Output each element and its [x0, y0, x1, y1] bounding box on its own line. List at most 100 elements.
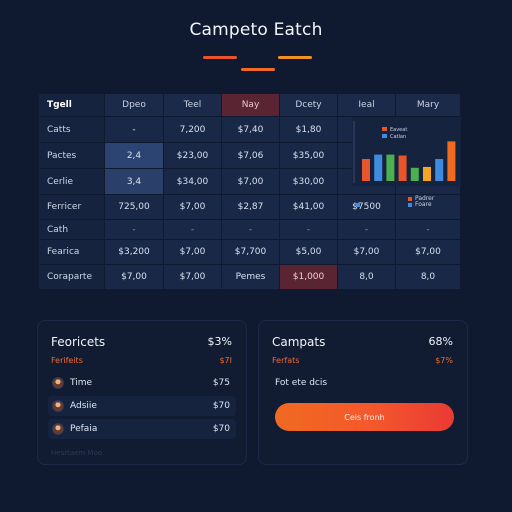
- legend-swatch: [356, 203, 360, 207]
- table-cell[interactable]: $7,40: [222, 117, 280, 143]
- forecast-sub-label: Ferifeits: [51, 356, 83, 365]
- table-cell[interactable]: $34,00: [164, 169, 222, 195]
- chart-bar: [398, 155, 407, 181]
- forecast-panel: Feoricets $3% Ferifeits $7I Time $75 Ads…: [37, 320, 247, 465]
- list-item[interactable]: Time $75: [48, 373, 236, 393]
- table-cell[interactable]: -: [280, 220, 338, 240]
- legend-label: Eaveat: [390, 127, 407, 133]
- table-cell[interactable]: $3,200: [105, 240, 164, 265]
- page-title: Campeto Eatch: [189, 20, 323, 40]
- table-cell[interactable]: -: [105, 220, 164, 240]
- table-cell[interactable]: 8,0: [338, 265, 396, 290]
- row-label: Pactes: [39, 143, 105, 169]
- table-cell[interactable]: $5,00: [280, 240, 338, 265]
- compact-sub-label: Ferfats: [272, 356, 300, 365]
- legend-swatch: [382, 134, 387, 138]
- legend-swatch: [382, 127, 387, 131]
- chart-bar: [435, 159, 444, 181]
- title-accent-dash-3: [278, 56, 312, 59]
- legend-label: Padrer: [415, 195, 435, 202]
- table-cell[interactable]: [396, 195, 461, 220]
- row-label: Cerlie: [39, 169, 105, 195]
- faded-footer-text: Hesrtaem Moo: [51, 449, 103, 457]
- table-cell[interactable]: $1,000: [280, 265, 338, 290]
- compact-sub-value: $7%: [435, 356, 453, 365]
- column-header[interactable]: Dcety: [280, 94, 338, 117]
- table-cell[interactable]: $41,00: [280, 195, 338, 220]
- table-cell[interactable]: $23,00: [164, 143, 222, 169]
- table-cell[interactable]: $7500: [338, 195, 396, 220]
- table-corner-header[interactable]: Tgell: [39, 94, 105, 117]
- list-item-label: Adsiie: [70, 401, 97, 411]
- table-cell[interactable]: $30,00: [280, 169, 338, 195]
- table-cell[interactable]: $7,00: [222, 169, 280, 195]
- title-accent-dash-1: [203, 56, 237, 59]
- forecast-title: Feoricets: [51, 335, 106, 349]
- forecast-sub-value: $7I: [219, 356, 232, 365]
- sub-legend: Padrer Foare: [408, 196, 434, 208]
- table-cell[interactable]: $35,00: [280, 143, 338, 169]
- table-cell[interactable]: $7,00: [338, 240, 396, 265]
- legend-swatch: [408, 203, 412, 207]
- table-cell[interactable]: $7,00: [396, 240, 461, 265]
- compact-description: Fot ete dcis: [275, 378, 328, 388]
- column-header[interactable]: Mary: [396, 94, 461, 117]
- table-cell[interactable]: $7,00: [164, 265, 222, 290]
- avatar: [52, 423, 64, 435]
- table-cell[interactable]: 725,00: [105, 195, 164, 220]
- table-cell[interactable]: -: [396, 220, 461, 240]
- list-item[interactable]: Adsiie $70: [48, 396, 236, 416]
- table-cell[interactable]: $7,00: [105, 265, 164, 290]
- row-label: Fearica: [39, 240, 105, 265]
- sub-legend-item: Foare: [408, 202, 434, 208]
- list-item-value: $70: [212, 424, 230, 434]
- list-item-label: Time: [70, 378, 93, 388]
- table-cell[interactable]: $7,700: [222, 240, 280, 265]
- avatar: [52, 400, 64, 412]
- table-cell[interactable]: 3,4: [105, 169, 164, 195]
- sub-legend-item: Padrer: [408, 196, 434, 202]
- chart-bar: [386, 154, 395, 181]
- table-cell[interactable]: -: [222, 220, 280, 240]
- table-cell[interactable]: 8,0: [396, 265, 461, 290]
- chart-bar: [410, 167, 419, 181]
- table-cell[interactable]: $7,06: [222, 143, 280, 169]
- column-header[interactable]: Ieal: [338, 94, 396, 117]
- list-item-label: Pefaia: [70, 424, 98, 434]
- list-item[interactable]: Pefaia $70: [48, 419, 236, 439]
- table-cell[interactable]: $7,00: [164, 195, 222, 220]
- row-label: Cath: [39, 220, 105, 240]
- legend-swatch: [408, 197, 412, 201]
- chart-bar: [374, 154, 383, 181]
- compact-value: 68%: [428, 335, 453, 348]
- list-item-value: $70: [212, 401, 230, 411]
- table-cell[interactable]: $2,87: [222, 195, 280, 220]
- mini-bar-chart: Eaveat Catlan: [352, 117, 461, 186]
- legend-label: Catlan: [390, 134, 406, 140]
- chart-bar: [447, 141, 456, 181]
- column-header[interactable]: Nay: [222, 94, 280, 117]
- forecast-value: $3%: [207, 335, 232, 348]
- avatar: [52, 377, 64, 389]
- primary-action-button[interactable]: Ceis fronh: [275, 403, 454, 431]
- table-cell[interactable]: -: [164, 220, 222, 240]
- table-cell[interactable]: -: [338, 220, 396, 240]
- row-label: Catts: [39, 117, 105, 143]
- row-label: Ferricer: [39, 195, 105, 220]
- column-header[interactable]: Dpeo: [105, 94, 164, 117]
- list-item-value: $75: [212, 378, 230, 388]
- legend-label: Foare: [415, 201, 432, 208]
- table-cell[interactable]: 2,4: [105, 143, 164, 169]
- table-cell[interactable]: $7,00: [164, 240, 222, 265]
- chart-bar: [362, 159, 370, 181]
- table-cell[interactable]: 7,200: [164, 117, 222, 143]
- table-cell[interactable]: -: [105, 117, 164, 143]
- chart-bar: [423, 166, 431, 181]
- compact-panel: Campats 68% Ferfats $7% Fot ete dcis Cei…: [258, 320, 468, 465]
- title-accent-dash-2: [241, 68, 275, 71]
- table-cell[interactable]: Pemes: [222, 265, 280, 290]
- compact-title: Campats: [272, 335, 326, 349]
- table-cell[interactable]: $1,80: [280, 117, 338, 143]
- row-label: Coraparte: [39, 265, 105, 290]
- column-header[interactable]: Teel: [164, 94, 222, 117]
